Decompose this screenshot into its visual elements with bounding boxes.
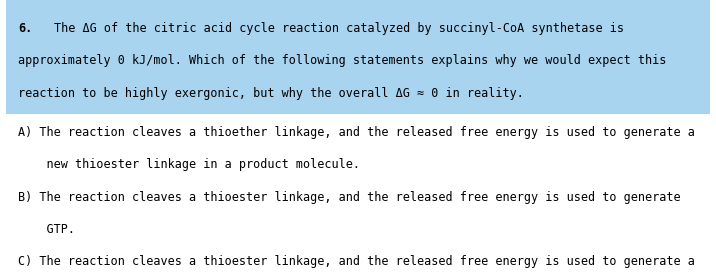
- Text: B) The reaction cleaves a thioester linkage, and the released free energy is use: B) The reaction cleaves a thioester link…: [18, 191, 680, 204]
- Text: approximately 0 kJ/mol. Which of the following statements explains why we would : approximately 0 kJ/mol. Which of the fol…: [18, 54, 667, 67]
- Text: C) The reaction cleaves a thioester linkage, and the released free energy is use: C) The reaction cleaves a thioester link…: [18, 255, 695, 268]
- Text: 6.: 6.: [18, 22, 32, 35]
- Text: new thioester linkage in a product molecule.: new thioester linkage in a product molec…: [18, 158, 360, 171]
- Text: GTP.: GTP.: [18, 223, 75, 236]
- Text: A) The reaction cleaves a thioether linkage, and the released free energy is use: A) The reaction cleaves a thioether link…: [18, 126, 695, 139]
- FancyBboxPatch shape: [6, 0, 710, 114]
- Text: reaction to be highly exergonic, but why the overall ΔG ≈ 0 in reality.: reaction to be highly exergonic, but why…: [18, 87, 524, 99]
- Text: The ΔG of the citric acid cycle reaction catalyzed by succinyl-CoA synthetase is: The ΔG of the citric acid cycle reaction…: [54, 22, 624, 35]
